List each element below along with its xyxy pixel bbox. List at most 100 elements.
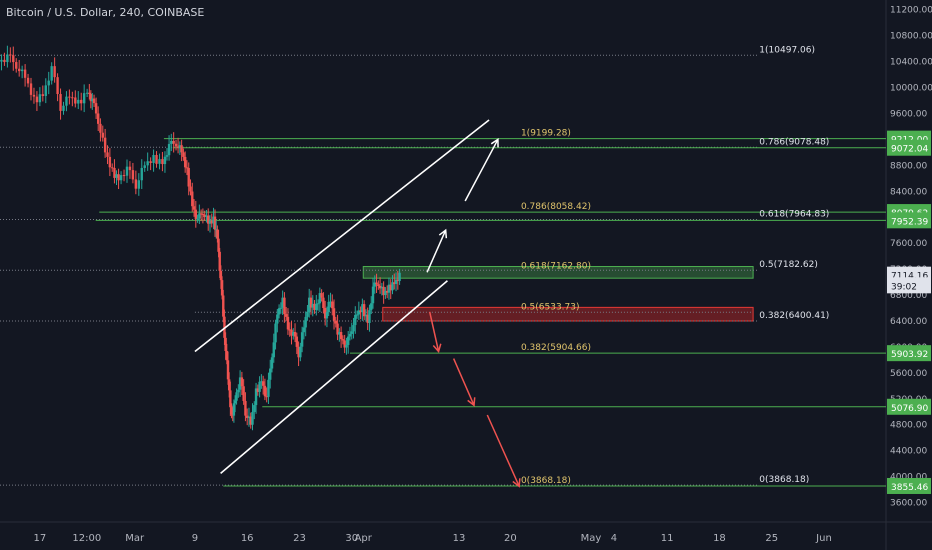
- candle-body: [161, 159, 164, 165]
- fib-level-label: 0.5(7182.62): [759, 260, 818, 270]
- candle-body: [203, 214, 206, 218]
- candle-body: [237, 389, 240, 393]
- candle-body: [219, 270, 223, 281]
- candle-body: [235, 392, 238, 401]
- candle-body: [382, 286, 385, 296]
- candle-body: [3, 59, 6, 63]
- candle-body: [146, 161, 149, 166]
- candle-body: [17, 68, 21, 72]
- projection-arrow: [464, 139, 499, 202]
- candle-body: [300, 332, 304, 347]
- candle-body: [94, 103, 98, 114]
- candle-body: [213, 216, 217, 230]
- candle-body: [226, 360, 230, 380]
- candle-body: [380, 286, 384, 289]
- y-tick-label: 9600.00: [890, 109, 927, 119]
- candle-body: [242, 386, 245, 401]
- candle-body: [346, 336, 350, 345]
- candle-body: [68, 96, 71, 98]
- candle-body: [20, 69, 24, 72]
- candle-body: [210, 220, 213, 224]
- arrow-head: [467, 397, 476, 407]
- candle-body: [122, 175, 126, 177]
- candle-body: [119, 175, 123, 181]
- x-tick-label: 12:00: [72, 533, 101, 544]
- candle-body: [343, 340, 346, 348]
- candle-body: [370, 303, 373, 311]
- candle-body: [47, 80, 50, 86]
- candle-body: [334, 320, 337, 324]
- x-tick-label: Jun: [815, 533, 832, 544]
- candle-body: [163, 156, 167, 165]
- candle-body: [345, 344, 348, 348]
- candle-body: [247, 416, 251, 419]
- candle-body: [115, 174, 118, 178]
- candle-body: [290, 329, 293, 336]
- price-axis-tag-label: 5903.92: [891, 350, 928, 360]
- candle-body: [256, 388, 260, 392]
- projection-arrow: [486, 414, 520, 487]
- candle-body: [224, 337, 227, 352]
- candle-body: [348, 333, 352, 337]
- candle-body: [38, 94, 42, 103]
- candle-body: [125, 166, 129, 176]
- candle-body: [286, 316, 290, 330]
- candle-body: [304, 316, 307, 328]
- candle-body: [29, 83, 33, 95]
- candle-body: [357, 310, 361, 315]
- candle-body: [245, 415, 249, 419]
- candle-body: [339, 332, 343, 340]
- candle-body: [364, 314, 368, 317]
- candle-body: [77, 99, 80, 104]
- candle-body: [279, 307, 283, 309]
- arrow-head: [438, 228, 448, 239]
- candle-body: [134, 179, 138, 189]
- candle-body: [249, 416, 252, 425]
- y-tick-label: 6800.00: [890, 291, 927, 301]
- price-axis-tag: [887, 345, 931, 362]
- candle-body: [212, 216, 215, 224]
- candle-body: [222, 295, 225, 317]
- fib-level-label: 0.382(6400.41): [759, 311, 829, 321]
- y-tick-label: 5600.00: [890, 369, 927, 379]
- candle-body: [9, 54, 12, 56]
- candle-body: [283, 297, 286, 315]
- candle-body: [274, 323, 277, 343]
- candle-body: [263, 385, 267, 397]
- channel-line-lower: [220, 280, 448, 474]
- candle-body: [391, 282, 394, 291]
- candle-body: [59, 94, 62, 111]
- candle-body: [176, 146, 180, 148]
- candle-body: [352, 325, 355, 332]
- candle-body: [178, 145, 182, 148]
- arrow-head: [512, 478, 521, 488]
- fib-level-label: 0(3868.18): [521, 476, 571, 486]
- candle-body: [272, 342, 275, 358]
- arrow-head: [490, 138, 499, 148]
- candle-body: [322, 297, 325, 309]
- candle-body: [92, 98, 96, 104]
- candle-body: [323, 308, 327, 319]
- x-tick-label: 11: [661, 533, 674, 544]
- price-axis-tag-label: 5076.90: [891, 404, 928, 414]
- candle-body: [50, 66, 53, 81]
- price-axis-tag: [887, 477, 931, 494]
- candle-body: [88, 92, 91, 95]
- candle-body: [373, 282, 376, 287]
- candle-body: [117, 174, 120, 181]
- candle-body: [170, 140, 173, 144]
- candle-body: [389, 284, 392, 291]
- candle-body: [327, 301, 330, 313]
- candle-body: [74, 97, 77, 104]
- candle-body: [85, 92, 89, 94]
- candle-body: [332, 308, 336, 321]
- price-axis-tag-label: 9072.04: [891, 145, 928, 155]
- candle-body: [96, 113, 100, 124]
- candle-body: [288, 329, 291, 331]
- candle-body: [172, 140, 175, 144]
- candle-body: [201, 213, 205, 215]
- fib-level-label: 0.618(7964.83): [759, 210, 829, 220]
- price-axis-tag-label: 7114.16: [891, 272, 928, 282]
- projection-arrow: [428, 311, 440, 352]
